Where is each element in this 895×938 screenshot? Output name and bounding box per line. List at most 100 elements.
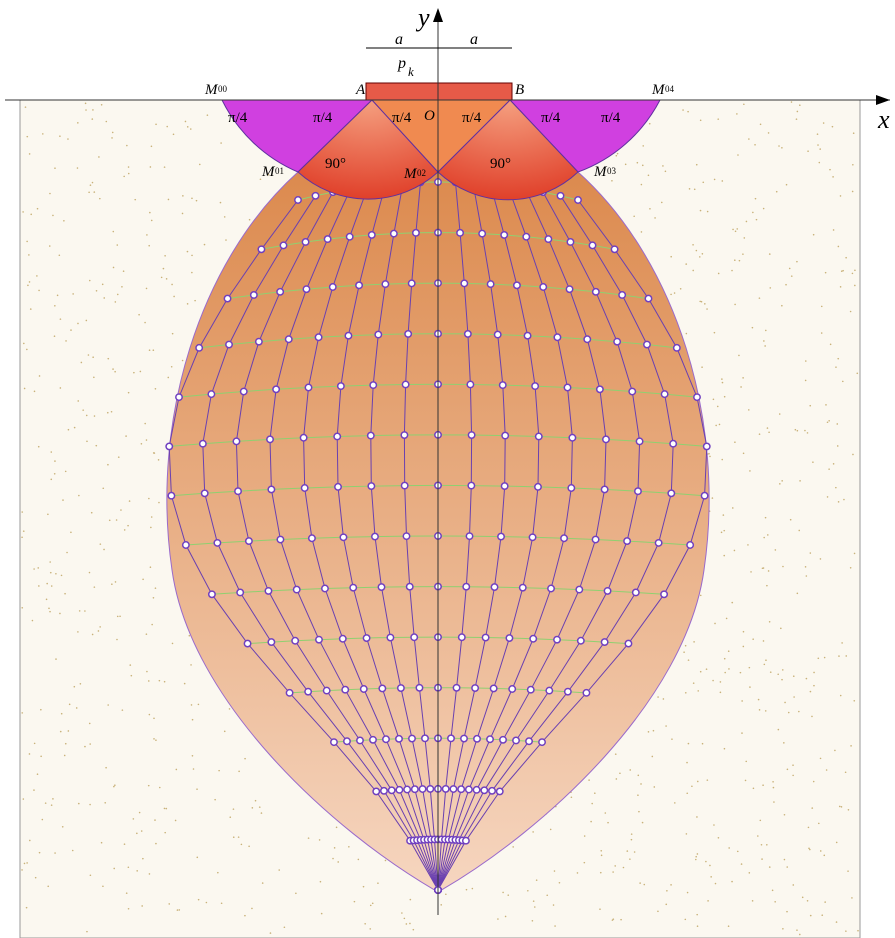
speckle <box>683 651 685 653</box>
speckle <box>37 773 39 775</box>
speckle <box>699 256 701 258</box>
speckle <box>821 914 823 916</box>
net-node <box>466 786 472 792</box>
speckle <box>817 144 819 146</box>
net-node <box>214 540 220 546</box>
speckle <box>21 712 23 714</box>
speckle <box>571 796 573 798</box>
net-node <box>687 542 693 548</box>
net-node <box>619 292 625 298</box>
net-node <box>502 432 508 438</box>
speckle <box>705 861 707 863</box>
speckle <box>726 618 728 620</box>
net-node <box>335 484 341 490</box>
speckle <box>712 680 714 682</box>
speckle <box>164 166 166 168</box>
speckle <box>671 738 673 740</box>
speckle <box>830 344 832 346</box>
net-node <box>411 634 417 640</box>
point-label: O <box>424 108 435 124</box>
node-index: 04 <box>665 84 675 94</box>
speckle <box>626 850 628 852</box>
speckle <box>776 191 778 193</box>
speckle <box>68 429 70 431</box>
speckle <box>637 775 639 777</box>
speckle <box>766 844 768 846</box>
net-node <box>611 246 617 252</box>
net-node <box>315 334 321 340</box>
speckle <box>65 340 67 342</box>
speckle <box>786 911 788 913</box>
speckle <box>697 690 699 692</box>
speckle <box>141 905 143 907</box>
net-node <box>265 588 271 594</box>
speckle <box>99 626 101 628</box>
axis-label: x <box>877 105 890 134</box>
speckle <box>717 118 719 120</box>
speckle <box>185 121 187 123</box>
net-node <box>244 640 250 646</box>
speckle <box>702 253 704 255</box>
speckle <box>128 173 130 175</box>
speckle <box>187 303 189 305</box>
speckle <box>116 519 118 521</box>
net-node <box>635 488 641 494</box>
angle-label: π/4 <box>462 110 482 126</box>
speckle <box>813 781 815 783</box>
speckle <box>692 270 694 272</box>
speckle <box>709 456 711 458</box>
speckle <box>59 135 61 137</box>
net-node <box>466 533 472 539</box>
net-node <box>584 336 590 342</box>
speckle <box>736 228 738 230</box>
speckle <box>715 425 717 427</box>
net-node <box>286 690 292 696</box>
speckle <box>738 355 740 357</box>
speckle <box>64 755 66 757</box>
speckle <box>817 133 819 135</box>
speckle <box>358 859 360 861</box>
speckle <box>42 819 44 821</box>
speckle <box>594 792 596 794</box>
speckle <box>559 882 561 884</box>
speckle <box>789 268 791 270</box>
speckle <box>779 483 781 485</box>
speckle <box>26 241 28 243</box>
speckle <box>218 770 220 772</box>
net-node <box>324 236 330 242</box>
net-node <box>603 436 609 442</box>
net-node <box>350 584 356 590</box>
speckle <box>278 869 280 871</box>
speckle <box>616 155 618 157</box>
speckle <box>807 432 809 434</box>
speckle <box>176 769 178 771</box>
speckle <box>770 671 772 673</box>
speckle <box>445 893 447 895</box>
speckle <box>107 412 109 414</box>
speckle <box>117 616 119 618</box>
speckle <box>715 883 717 885</box>
speckle <box>786 866 788 868</box>
net-node <box>704 443 710 449</box>
net-node <box>403 533 409 539</box>
node-letter: M <box>593 164 608 180</box>
speckle <box>805 380 807 382</box>
speckle <box>155 123 157 125</box>
speckle <box>512 846 514 848</box>
speckle <box>752 638 754 640</box>
net-node <box>280 242 286 248</box>
speckle <box>198 899 200 901</box>
speckle <box>26 862 28 864</box>
speckle <box>742 377 744 379</box>
net-node <box>412 786 418 792</box>
speckle <box>150 527 152 529</box>
net-node <box>523 234 529 240</box>
net-node <box>344 738 350 744</box>
speckle <box>440 904 442 906</box>
speckle <box>743 237 745 239</box>
speckle <box>641 231 643 233</box>
speckle <box>688 743 690 745</box>
speckle <box>833 229 835 231</box>
speckle <box>786 184 788 186</box>
speckle <box>686 833 688 835</box>
